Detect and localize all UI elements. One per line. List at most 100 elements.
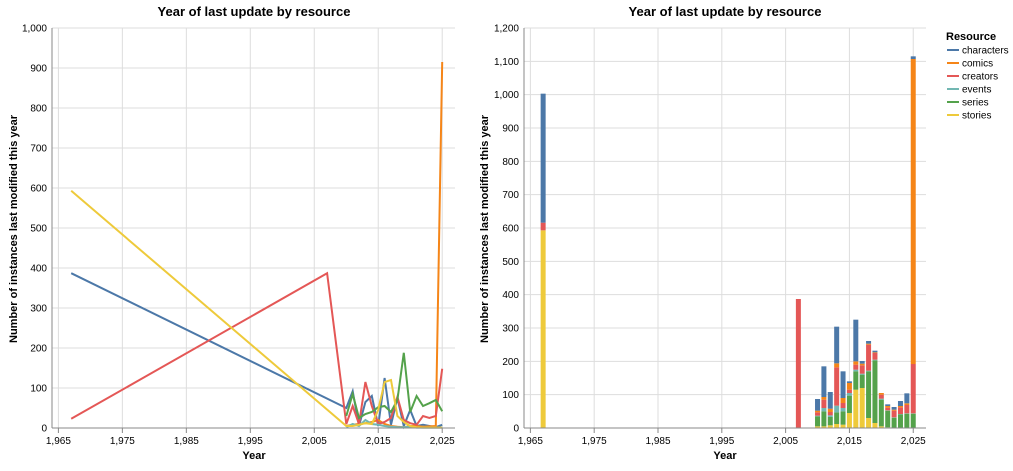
right-y-tick-label: 100 — [502, 390, 519, 401]
bar-segment-series — [834, 412, 839, 424]
left-y-tick-label: 700 — [30, 144, 47, 155]
bar-segment-events — [841, 408, 846, 411]
bar-segment-comics — [892, 410, 897, 411]
bar-segment-comics — [828, 409, 833, 412]
bar-segment-series — [815, 416, 820, 426]
right-y-tick-label: 500 — [502, 257, 519, 268]
bar-segment-characters — [860, 361, 865, 364]
line-chart: Year of last update by resource 01002003… — [8, 4, 455, 462]
bar-segment-comics — [815, 411, 820, 413]
bar-segment-characters — [847, 381, 852, 383]
bar-segment-creators — [815, 412, 820, 415]
legend: Resource characters comics creators events s… — [946, 31, 1009, 122]
left-chart-title: Year of last update by resource — [158, 4, 351, 19]
left-x-tick-label: 1,985 — [174, 436, 199, 447]
legend-items: characters comics creators events series stor… — [947, 46, 1009, 122]
bar-segment-characters — [866, 341, 871, 344]
bar-segment-creators — [860, 365, 865, 373]
right-x-axis-label: Year — [713, 450, 737, 462]
right-y-tick-label: 1,200 — [494, 24, 519, 35]
right-y-tick-label: 0 — [513, 424, 519, 435]
bar-segment-comics — [841, 398, 846, 403]
bar-segment-events — [860, 374, 865, 375]
bar-segment-stories — [860, 388, 865, 428]
bar-segment-stories — [834, 424, 839, 428]
bar-segment-events — [847, 393, 852, 396]
legend-label-comics: comics — [962, 59, 993, 70]
bar-segment-characters — [541, 94, 546, 223]
legend-label-creators: creators — [962, 72, 998, 83]
left-y-tick-label: 300 — [30, 304, 47, 315]
bar-segment-comics — [847, 383, 852, 390]
bar-segment-series — [898, 414, 903, 427]
bar-segment-series — [841, 411, 846, 424]
left-y-tick-label: 800 — [30, 104, 47, 115]
right-x-tick-label: 1,965 — [518, 436, 543, 447]
bar-segment-events — [872, 360, 877, 361]
left-y-tick-label: 500 — [30, 224, 47, 235]
right-x-tick-label: 1,995 — [709, 436, 734, 447]
left-y-tick-label: 0 — [41, 424, 47, 435]
bar-segment-creators — [898, 407, 903, 414]
right-x-tick-label: 2,005 — [773, 436, 798, 447]
bar-segment-events — [815, 416, 820, 417]
legend-label-stories: stories — [962, 111, 991, 122]
bar-segment-stories — [872, 423, 877, 428]
bar-segment-series — [828, 417, 833, 425]
bar-segment-events — [834, 406, 839, 413]
bar-segment-series — [879, 400, 884, 427]
bar-segment-comics — [853, 361, 858, 364]
bar-segment-creators — [834, 367, 839, 405]
bar-segment-characters — [821, 366, 826, 397]
left-gridlines — [52, 28, 455, 428]
bar-segment-comics — [898, 406, 903, 407]
right-y-tick-label: 200 — [502, 357, 519, 368]
right-x-tick-label: 2,025 — [901, 436, 926, 447]
left-x-tick-label: 2,025 — [430, 436, 455, 447]
right-stacked-bars — [541, 56, 916, 428]
bar-segment-series — [885, 411, 890, 428]
bar-segment-creators — [541, 223, 546, 231]
bar-segment-creators — [821, 400, 826, 408]
right-y-tick-label: 300 — [502, 324, 519, 335]
left-x-tick-label: 1,995 — [238, 436, 263, 447]
bar-segment-series — [853, 371, 858, 389]
bar-segment-series — [821, 411, 826, 426]
bar-segment-comics — [866, 344, 871, 345]
bar-segment-comics — [885, 406, 890, 408]
legend-label-series: series — [962, 98, 989, 109]
bar-segment-stories — [853, 390, 858, 428]
bar-segment-characters — [834, 327, 839, 364]
right-chart-title: Year of last update by resource — [629, 4, 822, 19]
bar-segment-characters — [892, 407, 897, 410]
bar-segment-events — [821, 408, 826, 411]
bar-segment-creators — [911, 364, 916, 413]
right-x-tick-label: 1,985 — [645, 436, 670, 447]
bar-segment-creators — [866, 345, 871, 371]
legend-label-events: events — [962, 85, 991, 96]
bar-segment-characters — [898, 401, 903, 406]
right-gridlines — [524, 28, 926, 428]
bar-segment-characters — [815, 399, 820, 411]
bar-segment-comics — [872, 352, 877, 353]
right-y-tick-label: 400 — [502, 290, 519, 301]
bar-segment-comics — [860, 364, 865, 366]
bar-segment-events — [853, 370, 858, 372]
bar-segment-stories — [541, 230, 546, 428]
left-x-tick-label: 2,015 — [366, 436, 391, 447]
left-x-axis-label: Year — [242, 450, 266, 462]
bar-segment-creators — [828, 412, 833, 415]
series-line-comics — [346, 62, 442, 427]
left-y-tick-label: 1,000 — [22, 24, 47, 35]
right-y-tick-label: 700 — [502, 190, 519, 201]
left-y-tick-label: 100 — [30, 384, 47, 395]
right-y-tick-label: 1,000 — [494, 90, 519, 101]
bar-segment-creators — [796, 299, 801, 428]
bar-segment-series — [866, 371, 871, 418]
legend-title: Resource — [946, 31, 996, 43]
bar-segment-characters — [872, 351, 877, 353]
legend-label-characters: characters — [962, 46, 1009, 57]
bar-segment-creators — [904, 405, 909, 413]
bar-segment-events — [866, 371, 871, 372]
